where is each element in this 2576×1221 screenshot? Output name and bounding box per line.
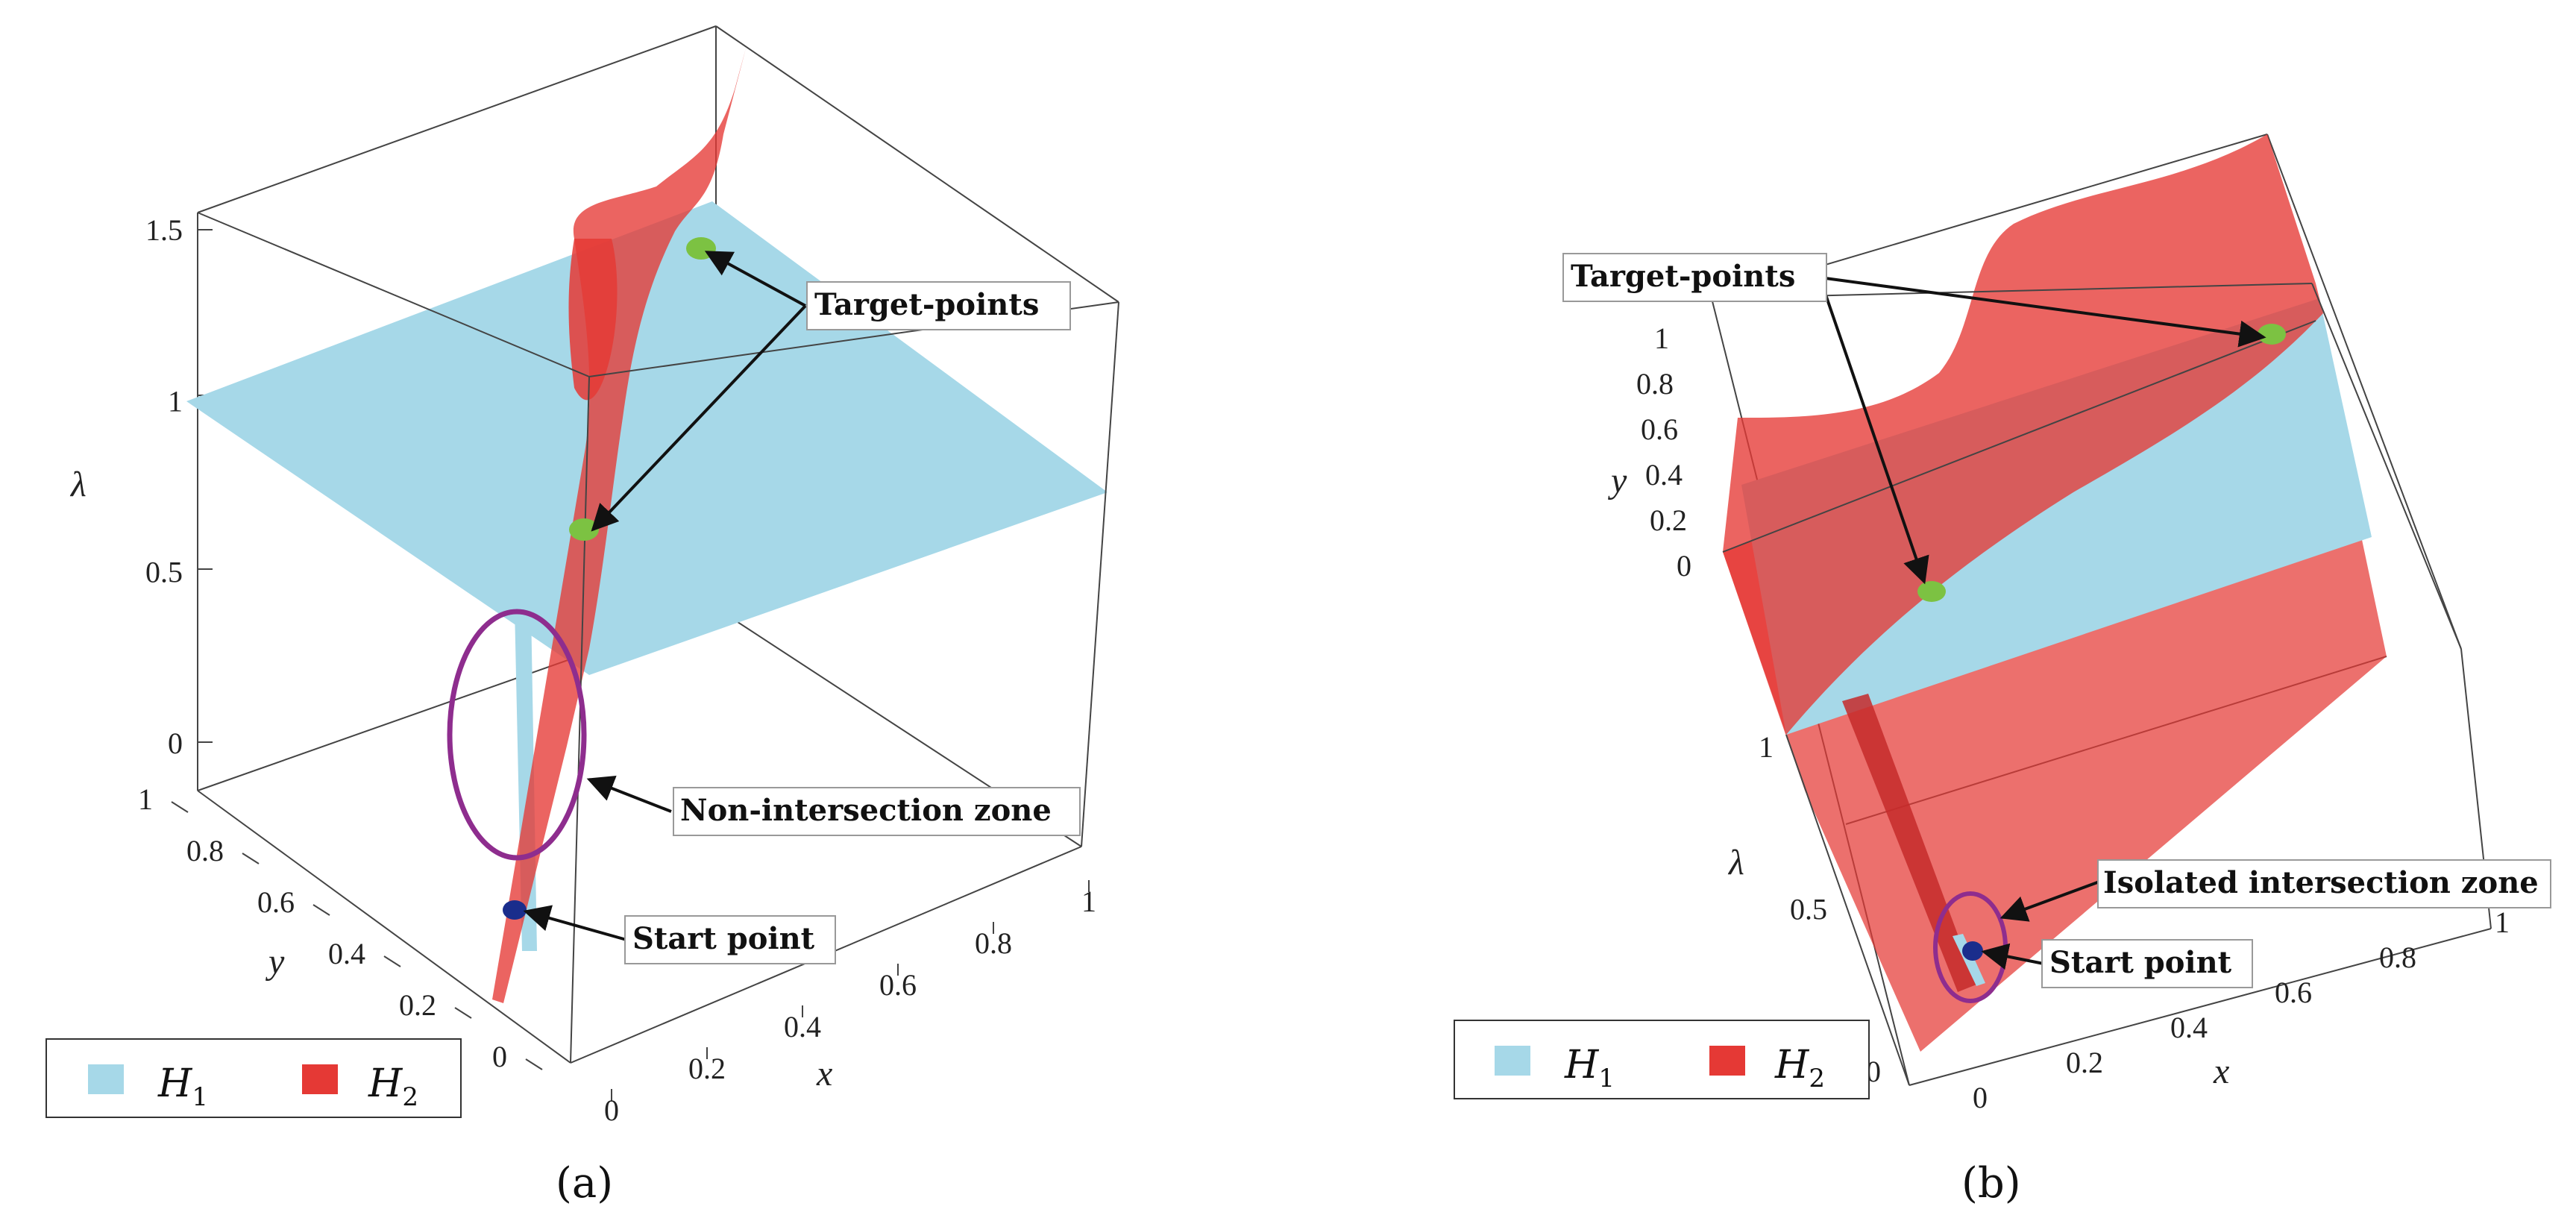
panel-b-y-tick-label: 1 [1654,321,1669,355]
panel-a-y-tick-mark [454,1007,472,1019]
panel-a-x-tick-label: 0.4 [784,1010,821,1043]
panel-a-xlabel: x [816,1054,832,1093]
panel-b-y-tick-label: 0 [1677,549,1691,583]
panel-a-arrows [523,251,807,941]
panel-a-zone-label: Non-intersection zone [680,793,1052,828]
panel-a-start-label: Start point [632,921,815,956]
panel-a-legend: H1 H2 [45,1038,462,1118]
panel-a-zone-box [673,787,1081,836]
panel-a-box-back [197,25,1119,847]
panel-b-legend-h1-swatch [1495,1046,1530,1076]
panel-b-caption: (b) [1961,1159,2021,1208]
panel-b-x-tick-label: 0.4 [2170,1011,2208,1044]
panel-a-ylabel: y [265,942,285,982]
panel-b-x-tick-label: 0 [1973,1081,1988,1114]
panel-b-arrows [1818,276,2266,970]
panel-b-zone-label: Isolated intersection zone [2103,865,2539,900]
panel-b-start-label: Start point [2049,945,2232,980]
panel-b-z-tick-label: 0.5 [1790,893,1827,926]
panel-a-non-intersection-zone [447,609,587,861]
panel-a: 1 0.8 0.6 0.4 0.2 0 0 0.2 0.4 0.6 0.8 1 0 0.5 1 1.5 λ… [45,25,1119,1208]
panel-b-target-label: Target-points [1571,259,1795,294]
panel-a-z-tick-label: 1 [168,384,183,418]
panel-a-z-tick-label: 1.5 [145,213,183,247]
panel-a-target-label: Target-points [814,287,1039,322]
panel-b-x-tick-label: 0.2 [2066,1046,2103,1079]
panel-b-y-axis: 0 0.2 0.4 0.6 0.8 1 [1636,321,1691,583]
panel-a-y-tick-label: 0 [492,1040,507,1073]
panel-b-target-box [1562,253,1827,302]
panel-a-y-tick-label: 0.2 [399,988,436,1022]
panel-a-legend-h2: H2 [368,1061,418,1112]
panel-a-start-box [624,915,836,964]
panel-a-y-tick-mark [525,1058,543,1070]
panel-a-z-tick-label: 0 [168,726,183,760]
panel-b-y-tick-label: 0.4 [1645,458,1683,492]
panel-a-x-axis: 0 0.2 0.4 0.6 0.8 1 [604,880,1096,1127]
panel-a-z-tick-labels: 0 0.5 1 1.5 [145,213,183,760]
panel-a-x-tick-label: 0.2 [688,1052,726,1085]
panel-a-h2-fold [568,239,618,401]
panel-a-start-point [503,900,527,920]
panel-a-target-box [806,281,1071,330]
panel-b-target-point-1 [2258,324,2286,345]
panel-b-legend-h2: H2 [1774,1043,1825,1093]
panel-b-x-tick-label: 1 [2495,905,2510,939]
panel-b-ylabel: y [1607,461,1627,500]
panel-b-h1-plane [1741,298,2372,735]
panel-a-legend-h1: H1 [157,1061,208,1112]
panel-b: 00.20.40.60.81 00.20.40.60.81 00.51 y λ … [1454,134,2551,1208]
panel-b-x-tick-label: 0.8 [2379,941,2416,974]
panel-a-y-tick-label: 0.8 [186,834,224,867]
panel-b-y-tick-label: 0.6 [1641,412,1678,446]
panel-a-legend-h1-swatch [88,1064,124,1094]
panel-a-x-tick-label: 1 [1081,885,1096,918]
panel-b-zlabel: λ [1727,843,1744,882]
panel-a-z-axis [198,229,213,743]
panel-a-y-tick-label: 0.6 [257,885,295,919]
panel-b-zone-box [2097,859,2551,908]
panel-b-target-point-2 [1917,581,1946,602]
panel-b-y-tick-label: 0.2 [1650,503,1687,537]
panel-a-caption: (a) [556,1159,613,1208]
panel-a-y-tick-mark [242,853,260,864]
panel-a-y-tick-label: 0.4 [328,937,365,970]
panel-a-zlabel: λ [69,465,87,504]
panel-b-z-tick-label: 1 [1759,730,1774,764]
panel-b-y-tick-label: 0.8 [1636,367,1674,401]
panel-b-start-box [2041,939,2253,988]
panel-a-h2-surface [492,48,746,1003]
panel-a-z-tick-label: 0.5 [145,556,183,589]
panel-a-y-tick-mark [171,801,189,813]
panel-a-y-tick-label: 1 [138,782,153,816]
panel-a-y-tick-mark [383,955,401,967]
panel-b-start-point [1962,941,1983,961]
panel-a-y-tick-mark [312,904,330,916]
panel-b-xlabel: x [2213,1052,2229,1091]
panel-a-legend-h2-swatch [302,1064,338,1094]
panel-b-legend-h2-swatch [1709,1046,1745,1076]
panel-b-x-tick-label: 0.6 [2275,976,2312,1009]
panel-b-x-axis: 0 0.2 0.4 0.6 0.8 1 [1973,905,2510,1114]
panel-b-legend-h1: H1 [1564,1043,1615,1093]
panel-a-y-axis: 1 0.8 0.6 0.4 0.2 0 [138,782,543,1073]
panel-b-legend: H1 H2 [1454,1020,1870,1099]
panel-a-h1-plane [186,201,1108,675]
panel-a-x-tick-label: 0.8 [975,926,1012,960]
panel-a-x-tick-label: 0 [604,1093,619,1127]
panel-a-x-tick-label: 0.6 [879,968,917,1002]
